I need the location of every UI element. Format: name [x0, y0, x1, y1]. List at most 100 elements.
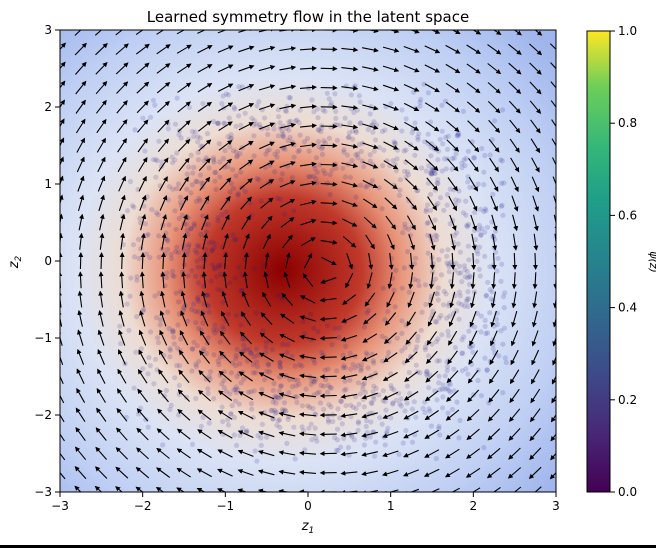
flow-arrow: [198, 120, 212, 132]
flow-arrow: [180, 290, 187, 308]
scatter-point: [245, 389, 252, 395]
scatter-point: [340, 365, 346, 371]
scatter-point: [388, 383, 394, 389]
scatter-point: [216, 262, 222, 268]
flow-arrow: [404, 140, 419, 151]
flow-arrow: [95, 43, 108, 56]
scatter-point: [325, 366, 331, 372]
scatter-point: [254, 103, 260, 109]
flow-arrow: [426, 177, 438, 191]
scatter-point: [195, 309, 201, 315]
scatter-point: [168, 255, 174, 261]
flow-arrow: [196, 448, 212, 459]
scatter-point: [437, 432, 443, 438]
flow-arrow: [218, 140, 233, 151]
scatter-point: [325, 413, 331, 419]
scatter-point: [281, 400, 288, 406]
scatter-point: [192, 129, 198, 135]
flow-arrow: [98, 194, 105, 212]
scatter-point: [456, 289, 462, 295]
scatter-point: [272, 393, 278, 399]
flow-arrow: [260, 312, 273, 325]
scatter-point: [319, 151, 326, 157]
flow-arrow: [60, 194, 64, 206]
flow-arrow: [94, 485, 103, 492]
scatter-point: [479, 226, 485, 232]
scatter-point: [149, 207, 155, 213]
flow-arrow: [425, 158, 439, 171]
scatter-point: [471, 155, 477, 161]
scatter-point: [143, 417, 149, 423]
scatter-point: [400, 230, 406, 236]
scatter-point: [196, 195, 202, 201]
flow-arrow: [180, 214, 188, 231]
scatter-point: [476, 266, 482, 272]
scatter-point: [382, 127, 388, 133]
scatter-point: [390, 401, 396, 407]
flow-arrow: [403, 64, 420, 73]
scatter-point: [255, 432, 261, 439]
flow-arrow: [471, 233, 477, 251]
flow-arrow: [446, 389, 459, 402]
scatter-point: [194, 343, 200, 349]
flow-arrow: [550, 414, 556, 423]
scatter-point: [219, 100, 225, 107]
scatter-point: [463, 155, 469, 161]
flow-arrow: [117, 137, 127, 153]
scatter-point: [226, 115, 232, 121]
scatter-point: [355, 419, 361, 425]
flow-arrow: [259, 141, 275, 150]
scatter-point: [355, 155, 361, 161]
flow-arrow: [299, 104, 317, 110]
flow-arrow: [176, 487, 186, 492]
flow-arrow: [424, 449, 440, 458]
flow-arrow: [115, 43, 129, 55]
flow-arrow: [136, 100, 149, 114]
scatter-point: [391, 139, 397, 145]
scatter-point: [441, 207, 447, 213]
scatter-point: [315, 115, 321, 121]
scatter-point: [423, 282, 429, 288]
scatter-point: [390, 400, 396, 406]
scatter-point: [206, 240, 212, 246]
scatter-point: [221, 164, 227, 170]
scatter-point: [381, 147, 387, 153]
scatter-point: [433, 339, 439, 345]
scatter-point: [433, 455, 439, 462]
scatter-point: [328, 404, 334, 410]
scatter-point: [454, 133, 460, 139]
flow-arrow: [258, 30, 276, 33]
scatter-point: [243, 346, 249, 352]
scatter-point: [389, 385, 395, 391]
scatter-point: [425, 250, 431, 256]
scatter-point: [289, 353, 295, 359]
scatter-point: [124, 301, 130, 307]
scatter-point: [370, 129, 376, 135]
flow-arrow: [508, 100, 521, 114]
scatter-point: [444, 368, 450, 374]
flow-arrow: [263, 271, 269, 289]
scatter-point: [446, 380, 452, 387]
flow-arrow: [531, 310, 538, 328]
scatter-point: [186, 164, 192, 170]
scatter-point: [426, 163, 432, 169]
scatter-point: [164, 270, 170, 276]
flow-arrow: [383, 352, 398, 363]
flow-arrow: [199, 350, 211, 364]
scatter-point: [436, 315, 442, 321]
scatter-point: [343, 386, 349, 392]
flow-arrow: [403, 449, 419, 458]
scatter-point: [270, 387, 276, 393]
scatter-point: [264, 148, 270, 154]
flow-arrow: [340, 432, 358, 438]
scatter-point: [379, 206, 385, 212]
scatter-point: [185, 318, 191, 324]
scatter-point: [415, 134, 421, 140]
scatter-point: [297, 147, 303, 153]
scatter-point: [196, 298, 202, 304]
flow-arrow: [423, 468, 440, 477]
scatter-point: [446, 333, 452, 339]
y-tick-label: −2: [34, 408, 52, 422]
flow-arrow: [257, 469, 275, 476]
flow-arrow: [409, 30, 420, 34]
